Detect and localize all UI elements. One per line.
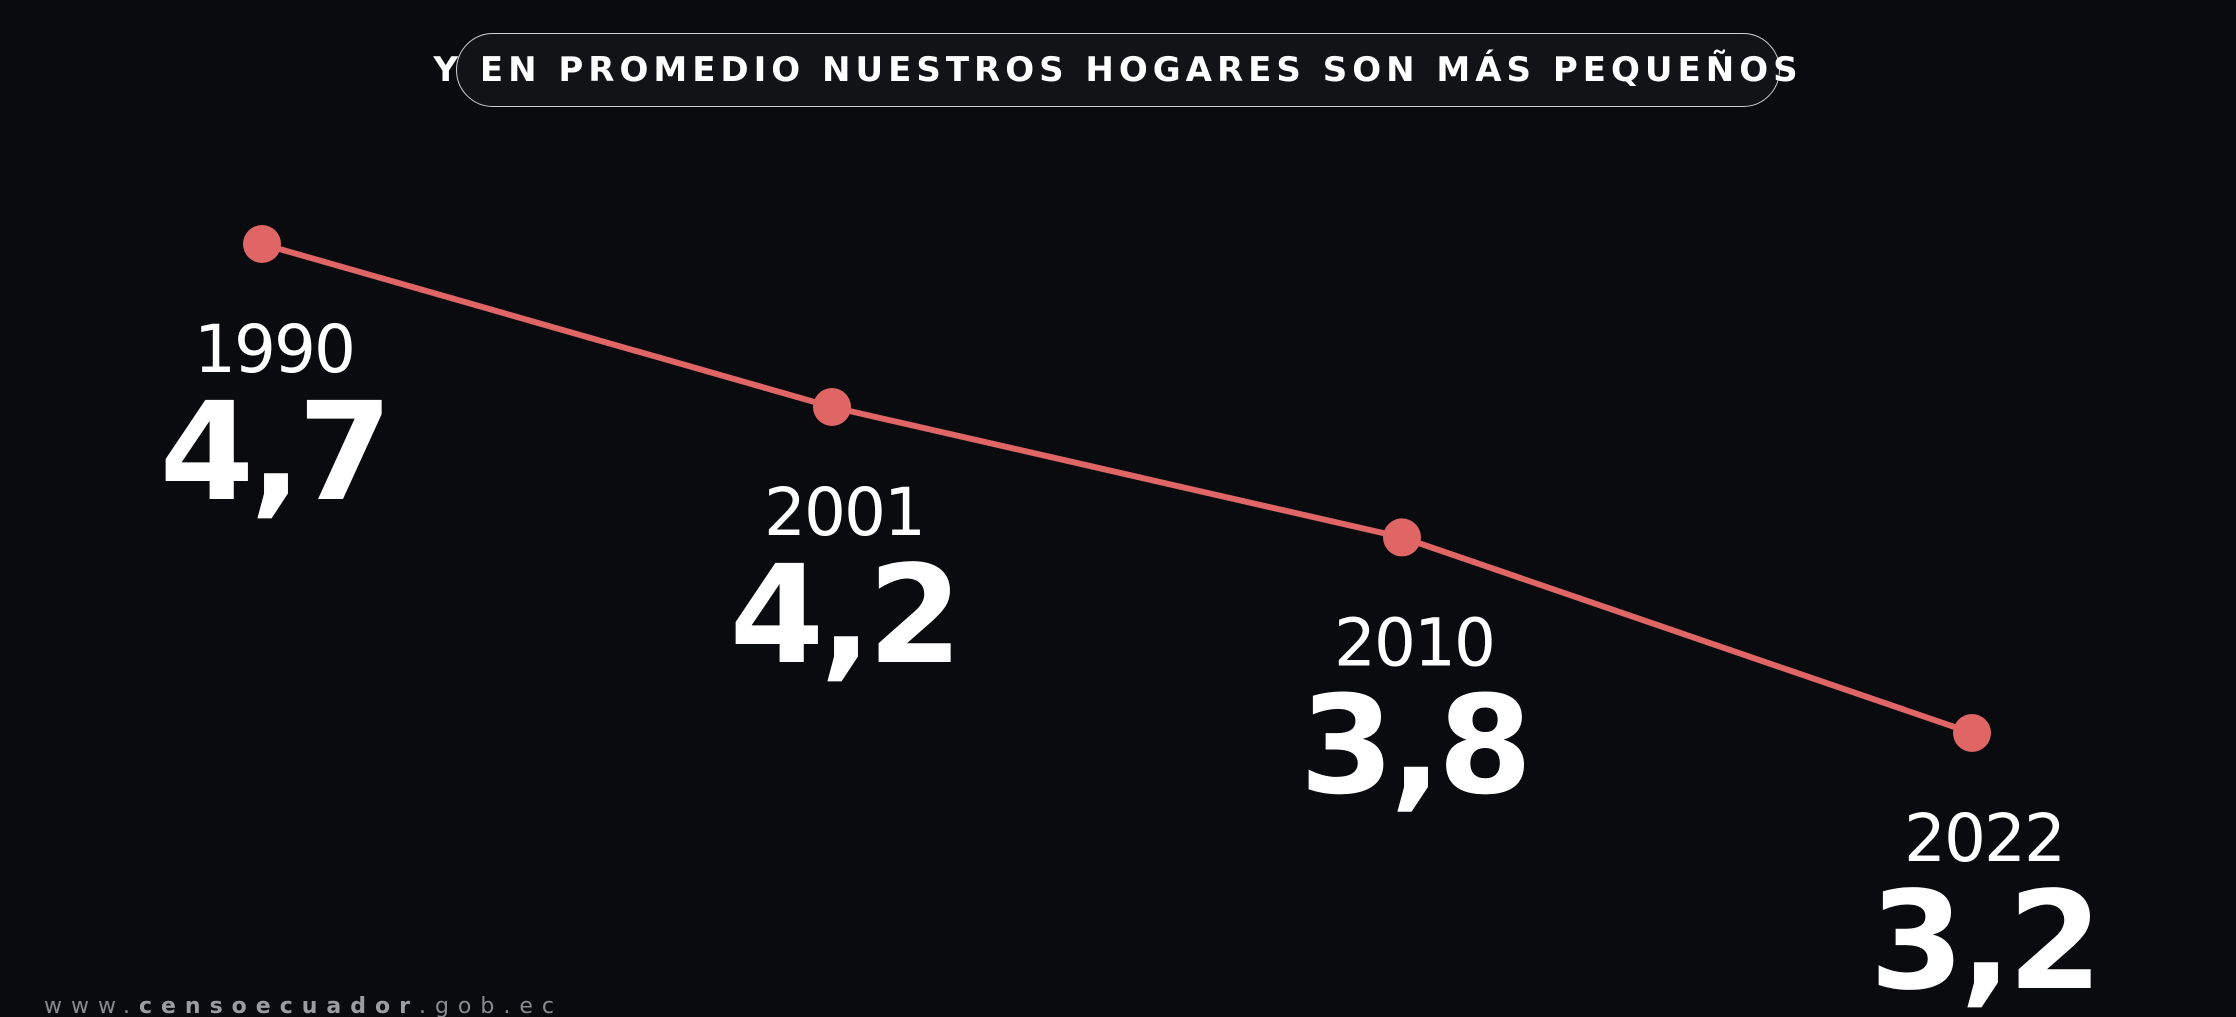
- series-line: [261, 241, 1973, 736]
- data-point-2022: [1953, 714, 1991, 752]
- title-pill: Y EN PROMEDIO NUESTROS HOGARES SON MÁS P…: [433, 33, 1798, 107]
- year-label-1990: 1990: [194, 311, 354, 388]
- year-label-2001: 2001: [764, 474, 924, 551]
- value-label-2001: 4,2: [730, 537, 959, 695]
- value-label-2022: 3,2: [1870, 863, 2099, 1017]
- data-point-2001: [813, 388, 851, 426]
- value-label-1990: 4,7: [160, 374, 389, 532]
- value-label-2010: 3,8: [1300, 667, 1529, 825]
- footer-url-suffix: .gob.ec: [418, 994, 563, 1017]
- year-label-2010: 2010: [1334, 604, 1494, 681]
- footer-url: www.censoecuador.gob.ec: [44, 994, 563, 1017]
- footer-url-domain: censoecuador: [138, 994, 419, 1017]
- series-line-group: [261, 241, 1973, 736]
- data-points-group: [243, 225, 1991, 752]
- chart-title: Y EN PROMEDIO NUESTROS HOGARES SON MÁS P…: [433, 50, 1803, 90]
- data-point-2010: [1383, 518, 1421, 557]
- year-label-2022: 2022: [1904, 800, 2064, 877]
- footer-url-prefix: www.: [44, 994, 139, 1017]
- data-point-1990: [243, 225, 281, 263]
